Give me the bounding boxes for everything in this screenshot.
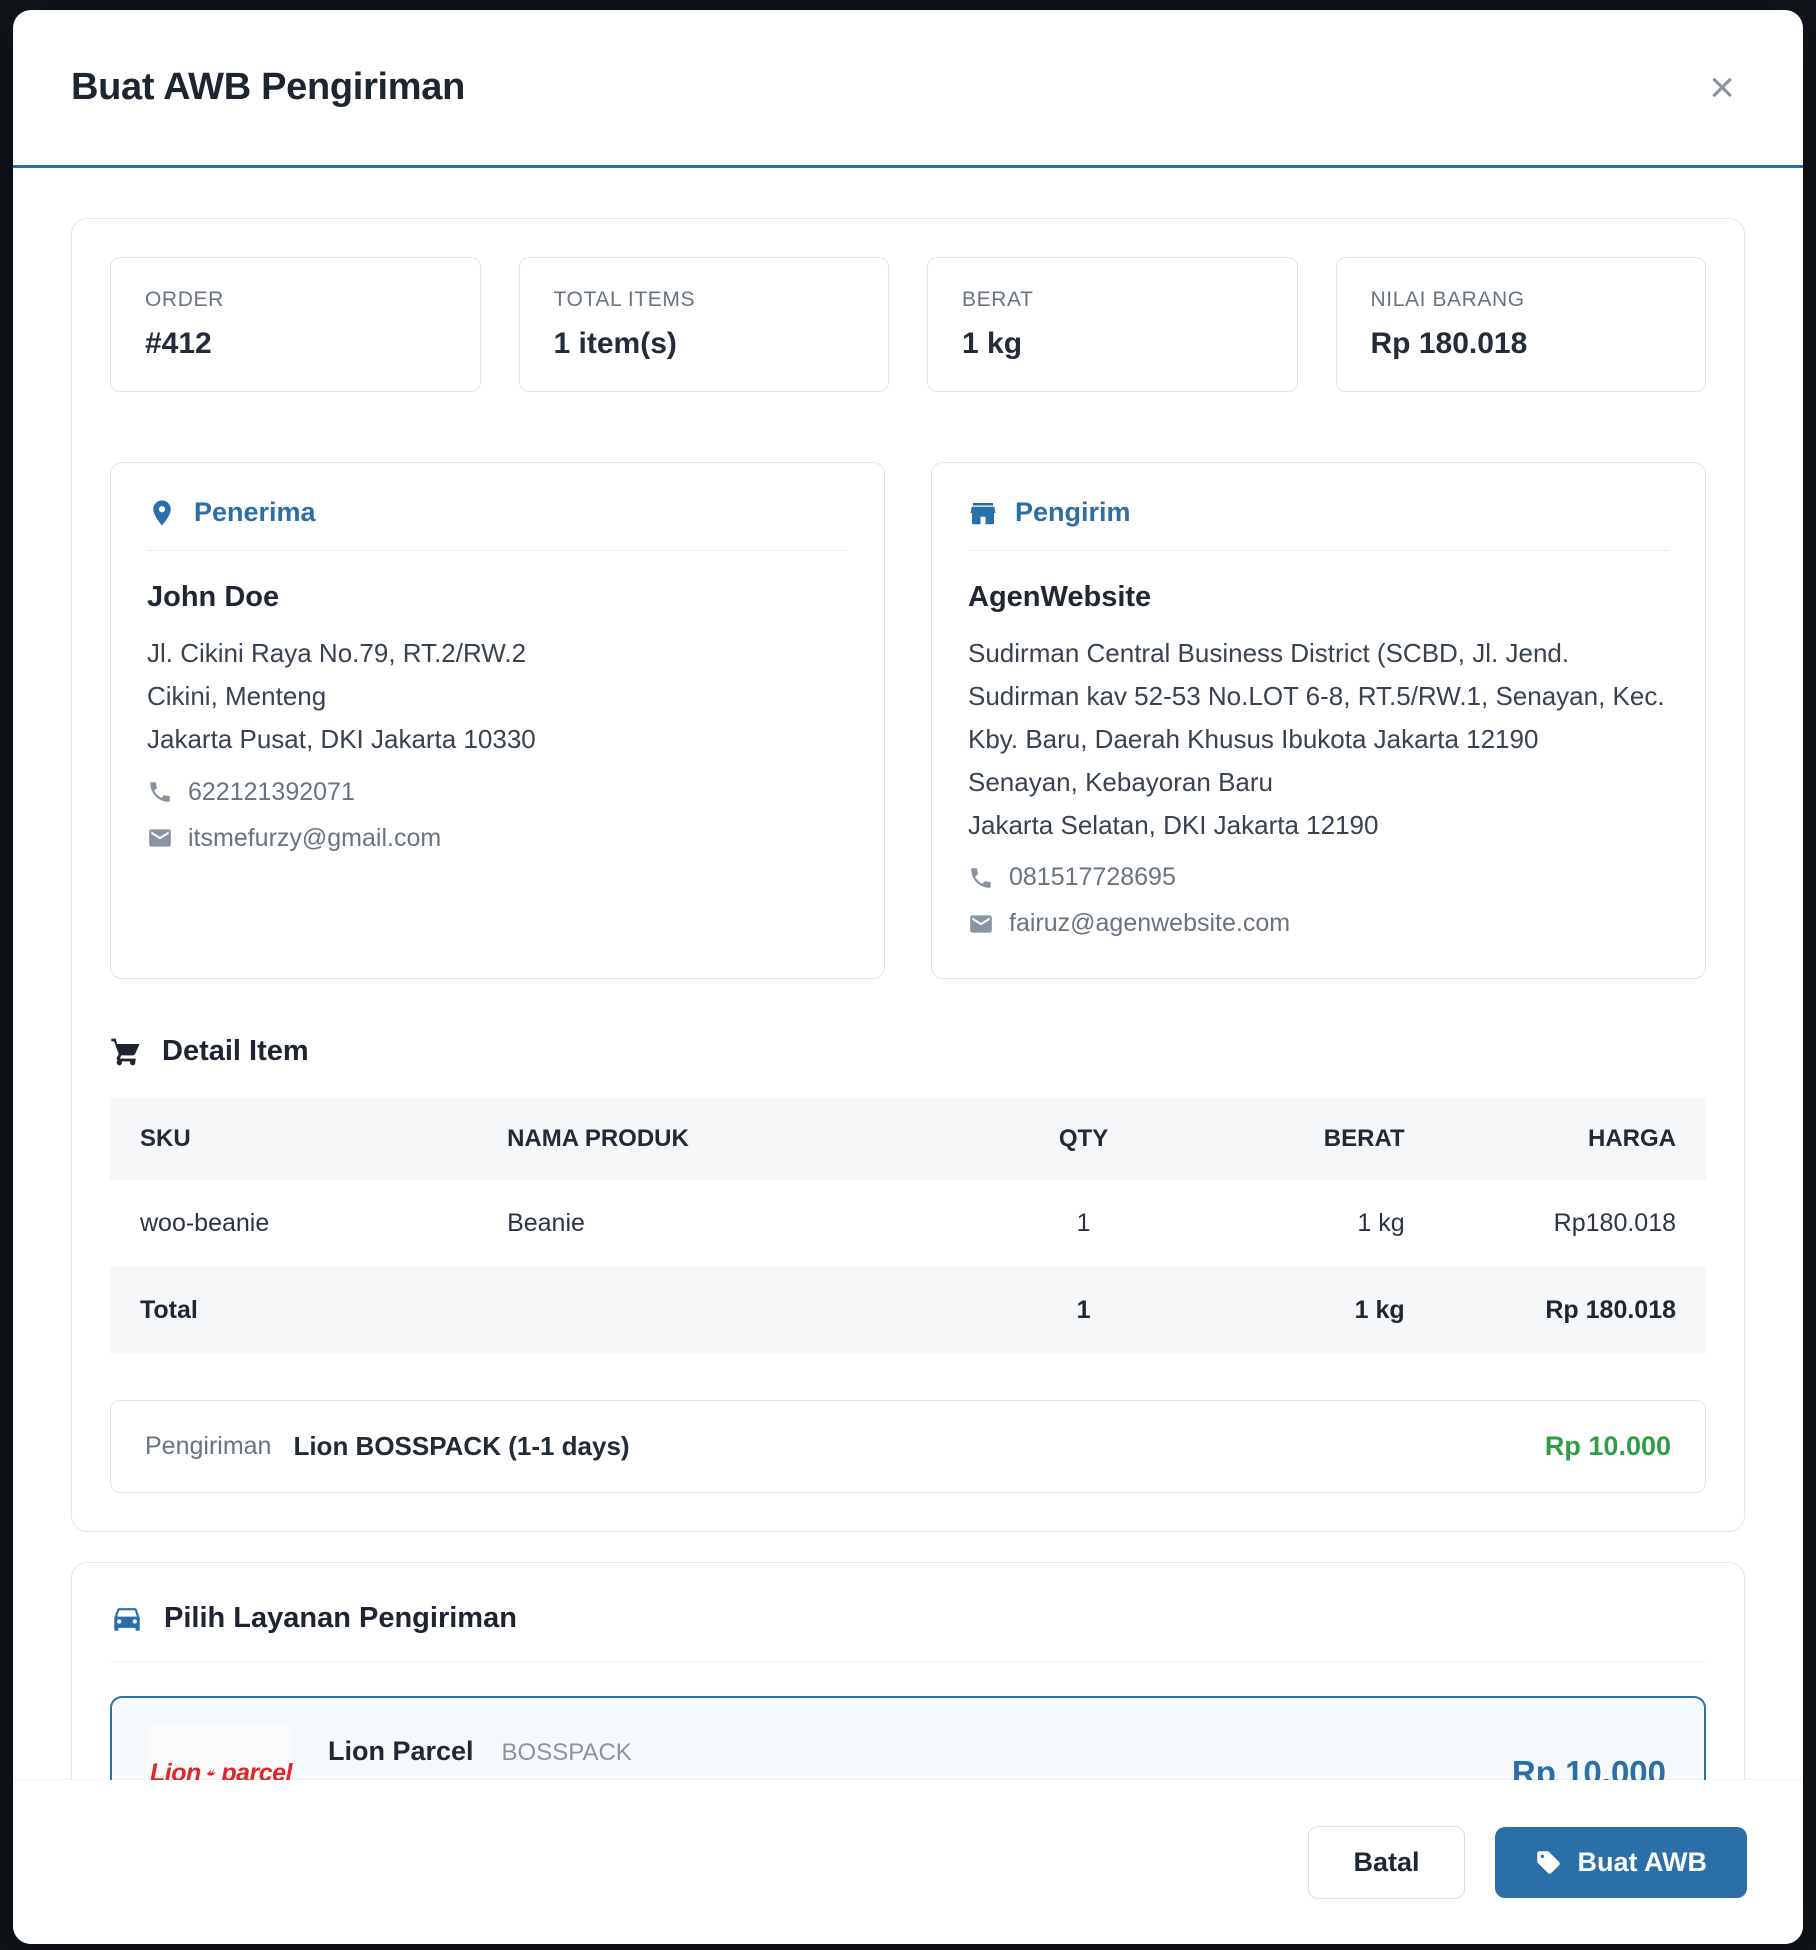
service-name-row: Lion Parcel BOSSPACK (328, 1736, 663, 1767)
col-header-name: NAMA PRODUK (477, 1098, 988, 1181)
carrier-name: Lion Parcel (328, 1735, 474, 1766)
receiver-name: John Doe (147, 581, 280, 613)
sender-name: AgenWebsite (968, 581, 1152, 613)
summary-box-item-value: NILAI BARANG Rp 180.018 (1335, 257, 1706, 392)
summary-box-order: ORDER #412 (110, 257, 481, 392)
phone-icon (971, 868, 991, 888)
modal-header: Buat AWB Pengiriman × (13, 10, 1803, 168)
receiver-card: Penerima John Doe Jl. Cikini Raya No.79,… (110, 462, 885, 980)
total-weight: 1 kg (1179, 1267, 1435, 1355)
sender-title: Pengirim (1015, 497, 1131, 527)
cell-weight: 1 kg (1357, 1209, 1405, 1238)
modal-title: Buat AWB Pengiriman (71, 66, 466, 108)
service-code: BOSSPACK (501, 1738, 632, 1766)
summary-label: ORDER (145, 288, 224, 311)
sender-email: fairuz@agenwebsite.com (1009, 909, 1291, 938)
summary-value: 1 item(s) (553, 327, 677, 360)
col-header-qty: QTY (987, 1098, 1180, 1181)
sender-card: Pengirim AgenWebsite Sudirman Central Bu… (931, 462, 1706, 980)
receiver-address-line: Jl. Cikini Raya No.79, RT.2/RW.2 (147, 638, 527, 668)
summary-label: TOTAL ITEMS (553, 288, 696, 311)
phone-icon (150, 782, 170, 802)
sender-email-row: fairuz@agenwebsite.com (968, 909, 1669, 938)
receiver-address-line: Cikini, Menteng (147, 680, 327, 711)
receiver-phone-row: 622121392071 (147, 778, 848, 807)
cart-icon (111, 1038, 140, 1066)
summary-value: Rp 180.018 (1370, 327, 1528, 360)
cell-price: Rp180.018 (1553, 1209, 1676, 1238)
service-picker-card: Pilih Layanan Pengiriman Lion parcel Lio… (71, 1562, 1745, 1780)
store-icon (970, 502, 996, 524)
service-option-lion-bosspack[interactable]: Lion parcel Lion Parcel BOSSPACK 1 hari (110, 1696, 1706, 1780)
summary-label: BERAT (962, 288, 1034, 311)
addresses-row: Penerima John Doe Jl. Cikini Raya No.79,… (110, 462, 1706, 980)
modal-body: ORDER #412 TOTAL ITEMS 1 item(s) BERAT 1… (13, 168, 1803, 1780)
cancel-button[interactable]: Batal (1308, 1825, 1465, 1899)
total-price: Rp 180.018 (1434, 1267, 1706, 1355)
service-info: Lion Parcel BOSSPACK 1 hari Pickup hari … (328, 1736, 663, 1780)
service-price: Rp 10.000 (1511, 1754, 1666, 1780)
total-spacer (477, 1267, 988, 1355)
summary-label: NILAI BARANG (1370, 288, 1525, 311)
shipping-label: Pengiriman (145, 1432, 272, 1461)
cell-sku: woo-beanie (140, 1209, 270, 1238)
items-table-header-row: SKU NAMA PRODUK QTY BERAT HARGA (110, 1098, 1706, 1181)
email-icon (149, 829, 171, 847)
sender-address-line: Jakarta Selatan, DKI Jakarta 12190 (968, 809, 1379, 840)
col-header-harga: HARGA (1434, 1098, 1706, 1181)
bird-icon (206, 1769, 216, 1777)
email-icon (970, 915, 992, 933)
summary-value: #412 (145, 327, 212, 360)
create-awb-modal: Buat AWB Pengiriman × ORDER #412 TOTAL I… (13, 10, 1803, 1944)
receiver-email-row: itsmefurzy@gmail.com (147, 824, 848, 853)
summary-row: ORDER #412 TOTAL ITEMS 1 item(s) BERAT 1… (110, 257, 1706, 392)
table-row: woo-beanie Beanie 1 1 kg Rp180.018 (110, 1180, 1706, 1267)
cell-name: Beanie (507, 1209, 585, 1238)
receiver-email: itsmefurzy@gmail.com (188, 823, 442, 852)
order-overview-card: ORDER #412 TOTAL ITEMS 1 item(s) BERAT 1… (71, 218, 1745, 1533)
cell-qty: 1 (1076, 1209, 1091, 1238)
logo-word: Lion (150, 1758, 201, 1780)
shipping-summary: Pengiriman Lion BOSSPACK (1-1 days) Rp 1… (110, 1400, 1706, 1494)
service-picker-header: Pilih Layanan Pengiriman (110, 1601, 1706, 1663)
col-header-sku: SKU (110, 1098, 478, 1181)
sender-phone: 081517728695 (1009, 863, 1176, 892)
create-awb-label: Buat AWB (1577, 1846, 1708, 1877)
detail-item-header: Detail Item (110, 1035, 1706, 1068)
lion-parcel-logo: Lion parcel (150, 1726, 292, 1780)
create-awb-button[interactable]: Buat AWB (1494, 1826, 1747, 1898)
receiver-address-line: Jakarta Pusat, DKI Jakarta 10330 (147, 723, 536, 754)
summary-box-weight: BERAT 1 kg (927, 257, 1298, 392)
modal-footer: Batal Buat AWB (13, 1780, 1803, 1944)
receiver-phone: 622121392071 (188, 777, 355, 806)
location-pin-icon (153, 500, 171, 525)
shipping-service: Lion BOSSPACK (1-1 days) (293, 1431, 630, 1462)
total-qty: 1 (987, 1267, 1180, 1355)
shipping-price: Rp 10.000 (1544, 1431, 1671, 1462)
service-picker-title: Pilih Layanan Pengiriman (164, 1601, 517, 1634)
summary-value: 1 kg (962, 327, 1023, 360)
total-label: Total (110, 1267, 478, 1355)
sender-header: Pengirim (968, 497, 1669, 551)
receiver-header: Penerima (147, 497, 848, 551)
tag-icon (1536, 1850, 1560, 1874)
sender-phone-row: 081517728695 (968, 863, 1669, 892)
col-header-berat: BERAT (1179, 1098, 1435, 1181)
car-icon (114, 1608, 140, 1632)
items-table: SKU NAMA PRODUK QTY BERAT HARGA woo-bean… (110, 1098, 1706, 1355)
summary-box-total-items: TOTAL ITEMS 1 item(s) (518, 257, 889, 392)
sender-address-line: Senayan, Kebayoran Baru (968, 766, 1273, 797)
receiver-title: Penerima (194, 497, 316, 527)
logo-word: parcel (221, 1758, 292, 1780)
close-icon[interactable]: × (1699, 62, 1745, 114)
sender-address-line: Sudirman Central Business District (SCBD… (968, 638, 1665, 754)
detail-item-title: Detail Item (162, 1035, 309, 1068)
table-total-row: Total 1 1 kg Rp 180.018 (110, 1267, 1706, 1355)
